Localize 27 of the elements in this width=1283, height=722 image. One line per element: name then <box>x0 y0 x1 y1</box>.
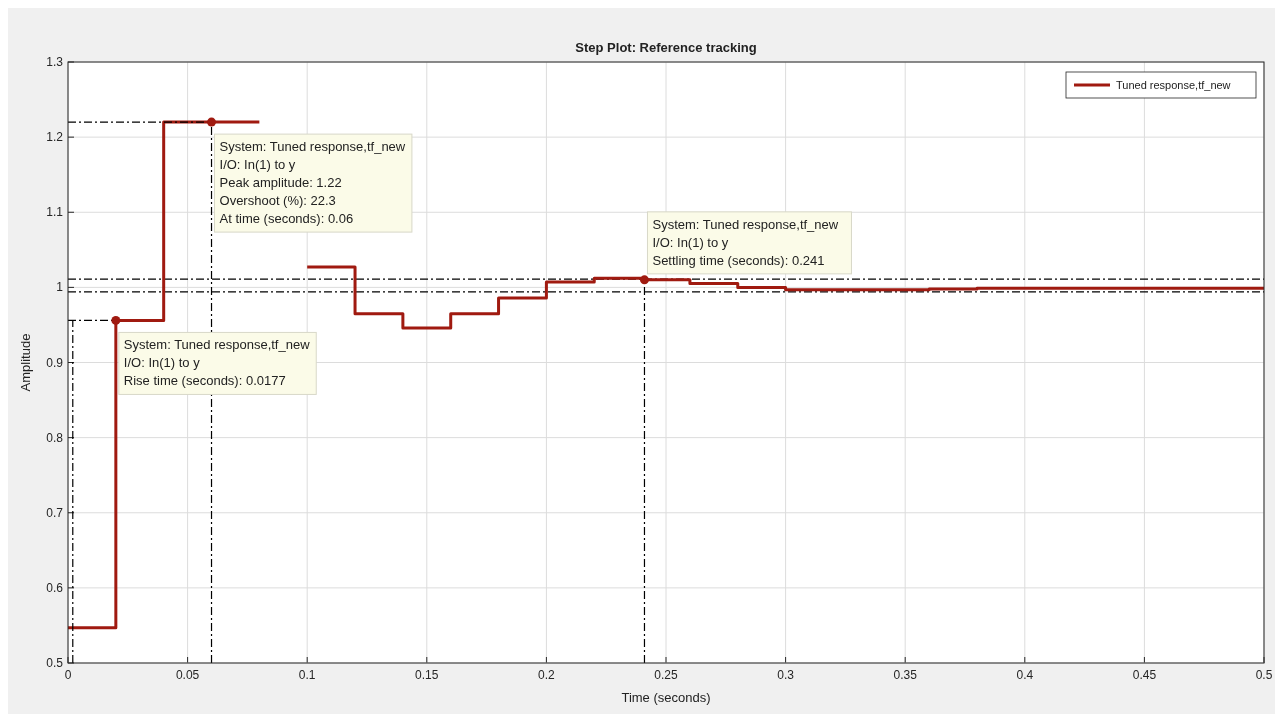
x-tick-label: 0.2 <box>538 668 556 682</box>
x-tick-label: 0 <box>64 668 72 682</box>
x-tick-label: 0.3 <box>777 668 795 682</box>
y-tick-label: 1.1 <box>46 205 64 220</box>
y-tick-label: 1.2 <box>46 130 64 145</box>
x-axis-title: Time (seconds) <box>621 690 711 705</box>
y-tick-label: 0.5 <box>46 656 64 670</box>
y-tick-label: 0.6 <box>46 580 64 595</box>
chart-title: Step Plot: Reference tracking <box>575 40 757 55</box>
y-tick-label: 1 <box>56 280 64 295</box>
y-tick-label: 0.9 <box>46 355 64 370</box>
annotation: System: Tuned response,tf_new I/O: In(1) to y Peak amplitude: 1.22 Overshoot (%): 22.3 At time (seconds): 0.06 <box>219 139 406 227</box>
x-tick-label: 0.15 <box>415 668 439 682</box>
x-tick-label: 0.05 <box>175 668 200 682</box>
x-tick-label: 0.1 <box>298 668 316 682</box>
y-axis-title: Amplitude <box>18 333 33 392</box>
annotation: System: Tuned response,tf_new I/O: In(1) to y Rise time (seconds): 0.0177 <box>123 337 311 389</box>
x-tick-label: 0.45 <box>1132 668 1157 682</box>
y-tick-label: 1.3 <box>46 55 64 69</box>
y-tick-label: 0.8 <box>46 430 64 445</box>
x-tick-label: 0.5 <box>1255 668 1273 682</box>
x-tick-label: 0.25 <box>654 668 678 682</box>
x-tick-label: 0.35 <box>893 668 918 682</box>
y-tick-label: 0.7 <box>46 505 64 520</box>
x-tick-label: 0.4 <box>1016 668 1034 682</box>
annotation: System: Tuned response,tf_new I/O: In(1) to y Settling time (seconds): 0.241 <box>652 216 839 268</box>
legend-label: Tuned response,tf_new <box>1116 79 1231 91</box>
